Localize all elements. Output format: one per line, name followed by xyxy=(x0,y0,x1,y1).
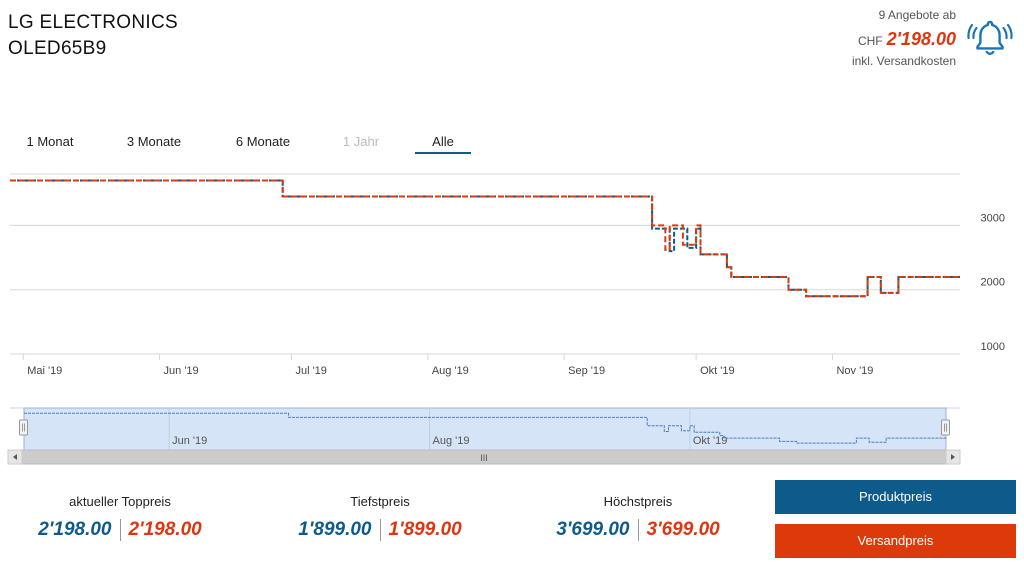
stat-label: Tiefstpreis xyxy=(350,494,410,509)
offer-currency: CHF xyxy=(857,34,883,48)
navigator-handle-right[interactable] xyxy=(941,419,950,436)
stat-label: aktueller Toppreis xyxy=(69,494,171,509)
x-tick-label: Jun '19 xyxy=(164,365,199,377)
stat-current-top-price: aktueller Toppreis 2'198.00 2'198.00 xyxy=(0,494,240,541)
stat-highest-price: Höchstpreis 3'699.00 3'699.00 xyxy=(518,494,758,541)
stat-product-value: 1'899.00 xyxy=(298,519,372,541)
y-axis-ticks: 1000 2000 3000 xyxy=(981,212,1005,353)
price-history-chart[interactable]: 1000 2000 3000 Mai '19 Jun '19 Jul '19 Aug '1… xyxy=(0,160,1024,390)
navigator-series xyxy=(24,412,946,444)
offer-price[interactable]: 2'198.00 xyxy=(886,29,956,49)
value-divider xyxy=(637,519,639,541)
stat-shipping-value: 2'198.00 xyxy=(128,519,202,541)
stat-shipping-value: 3'699.00 xyxy=(646,519,720,541)
range-button-1-month[interactable]: 1 Monat xyxy=(26,134,74,149)
offer-summary: 9 Angebote ab CHF 2'198.00 inkl. Versandk… xyxy=(852,8,956,68)
series-line-shipping-price[interactable] xyxy=(10,179,960,298)
y-tick-label: 3000 xyxy=(981,212,1005,224)
value-divider xyxy=(119,519,121,541)
navigator-tick-label: Jun '19 xyxy=(172,435,207,447)
offer-price-line[interactable]: CHF 2'198.00 xyxy=(852,28,956,52)
x-tick-label: Jul '19 xyxy=(295,365,326,377)
series-line-product-price[interactable] xyxy=(10,179,960,298)
range-button-6-months[interactable]: 6 Monate xyxy=(235,134,291,149)
stat-product-value: 3'699.00 xyxy=(556,519,630,541)
x-tick-label: Okt '19 xyxy=(700,365,735,377)
product-price-button[interactable]: Produktpreis xyxy=(775,480,1016,514)
navigator-series-line xyxy=(24,412,946,444)
stat-product-value: 2'198.00 xyxy=(38,519,112,541)
brand-name: LG ELECTRONICS xyxy=(8,12,178,33)
scroll-right-arrow-icon[interactable] xyxy=(945,449,961,465)
x-axis-ticks: Mai '19 Jun '19 Jul '19 Aug '19 Sep '19 Okt '… xyxy=(22,354,873,377)
x-tick-label: Mai '19 xyxy=(27,365,62,377)
chart-grid xyxy=(10,173,960,355)
price-series xyxy=(10,179,960,298)
navigator-mask[interactable] xyxy=(23,407,947,451)
y-tick-label: 1000 xyxy=(981,341,1005,353)
x-tick-label: Aug '19 xyxy=(432,365,469,377)
scrollbar-grip-icon[interactable]: III xyxy=(480,453,488,463)
scroll-left-arrow-icon[interactable] xyxy=(7,449,23,465)
model-name: OLED65B9 xyxy=(8,38,107,59)
value-divider xyxy=(379,519,381,541)
navigator-handle-left[interactable] xyxy=(19,419,28,436)
stat-lowest-price: Tiefstpreis 1'899.00 1'899.00 xyxy=(260,494,500,541)
chart-navigator[interactable]: Jun '19 Aug '19 Okt '19 III xyxy=(0,400,1024,468)
x-tick-label: Sep '19 xyxy=(568,365,605,377)
navigator-tick-label: Okt '19 xyxy=(693,435,728,447)
x-tick-label: Nov '19 xyxy=(836,365,873,377)
offer-count: 9 Angebote ab xyxy=(878,8,956,22)
offer-shipping-note: inkl. Versandkosten xyxy=(851,54,956,68)
stat-label: Höchstpreis xyxy=(603,494,673,509)
range-button-3-months[interactable]: 3 Monate xyxy=(126,134,182,149)
bell-alert-icon[interactable] xyxy=(967,16,1013,62)
range-button-all[interactable]: Alle xyxy=(415,130,471,154)
navigator-ticks: Jun '19 Aug '19 Okt '19 xyxy=(168,408,728,450)
navigator-tick-label: Aug '19 xyxy=(433,435,470,447)
range-button-1-year: 1 Jahr xyxy=(342,134,380,149)
y-tick-label: 2000 xyxy=(981,277,1005,289)
shipping-price-button[interactable]: Versandpreis xyxy=(775,524,1016,558)
stat-shipping-value: 1'899.00 xyxy=(388,519,462,541)
